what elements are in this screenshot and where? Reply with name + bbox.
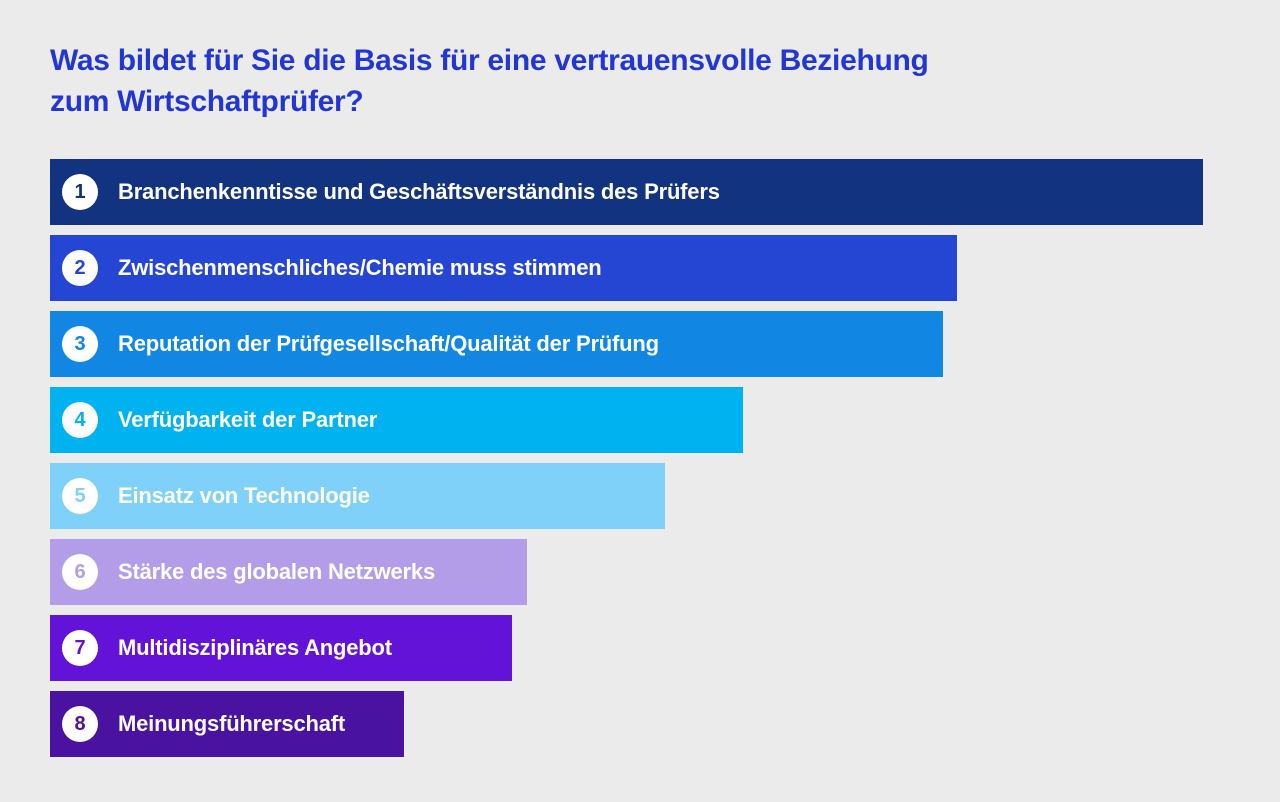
rank-number: 3	[74, 332, 86, 355]
rank-number: 2	[74, 256, 86, 279]
rank-number: 6	[74, 560, 86, 583]
bar-label: Reputation der Prüfgesellschaft/Qualität…	[118, 331, 659, 356]
chart-title: Was bildet für Sie die Basis für eine ve…	[50, 40, 929, 122]
bar-label: Zwischenmenschliches/Chemie muss stimmen	[118, 255, 602, 280]
bar-row: 8 Meinungsführerschaft	[50, 691, 404, 757]
rank-number: 1	[74, 180, 86, 203]
bar-chart: 1 Branchenkenntisse und Geschäftsverstän…	[50, 159, 1203, 757]
bar-row: 6 Stärke des globalen Netzwerks	[50, 539, 527, 605]
rank-badge: 2	[62, 250, 98, 286]
bar-row: 5 Einsatz von Technologie	[50, 463, 665, 529]
rank-badge: 7	[62, 630, 98, 666]
bar-label: Branchenkenntisse und Geschäftsverständn…	[118, 179, 720, 204]
bar-row: 4 Verfügbarkeit der Partner	[50, 387, 743, 453]
rank-number: 5	[74, 484, 86, 507]
bar-row: 3 Reputation der Prüfgesellschaft/Qualit…	[50, 311, 943, 377]
bar-row: 2 Zwischenmenschliches/Chemie muss stimm…	[50, 235, 957, 301]
rank-badge: 1	[62, 174, 98, 210]
rank-number: 4	[74, 408, 86, 431]
chart-title-line1: Was bildet für Sie die Basis für eine ve…	[50, 44, 929, 77]
chart-title-line2: zum Wirtschaftprüfer?	[50, 85, 364, 118]
rank-badge: 3	[62, 326, 98, 362]
bar-label: Stärke des globalen Netzwerks	[118, 559, 435, 584]
rank-number: 8	[74, 712, 86, 735]
bar-label: Verfügbarkeit der Partner	[118, 407, 378, 432]
rank-badge: 4	[62, 402, 98, 438]
bar-label: Meinungsführerschaft	[118, 711, 346, 736]
rank-badge: 8	[62, 706, 98, 742]
bar-row: 1 Branchenkenntisse und Geschäftsverstän…	[50, 159, 1203, 225]
bar-label: Multidisziplinäres Angebot	[118, 635, 392, 660]
bar-row: 7 Multidisziplinäres Angebot	[50, 615, 512, 681]
bar-label: Einsatz von Technologie	[118, 483, 370, 508]
rank-badge: 5	[62, 478, 98, 514]
rank-badge: 6	[62, 554, 98, 590]
rank-number: 7	[74, 636, 86, 659]
